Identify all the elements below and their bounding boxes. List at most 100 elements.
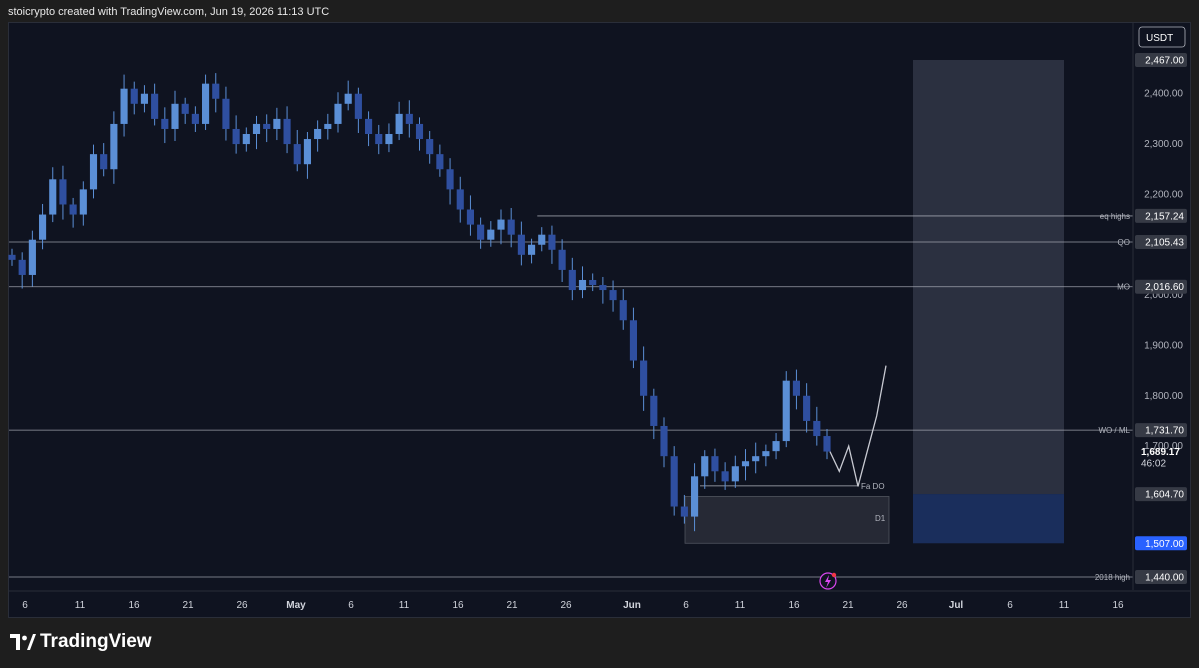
candle-body [263, 123, 271, 129]
countdown-label: 46:02 [1141, 459, 1166, 470]
candle-body [426, 139, 434, 155]
level-label: QO [1118, 238, 1130, 247]
candle-body [130, 88, 138, 104]
candle-body [120, 88, 128, 124]
candle-body [415, 123, 424, 140]
price-tag-label: 1,440.00 [1145, 573, 1184, 584]
candle-body [89, 154, 98, 190]
candle-body [660, 425, 668, 457]
candle-body [507, 219, 515, 235]
candle-body [731, 466, 739, 482]
price-tag [1135, 423, 1187, 438]
x-tick-label: 6 [22, 600, 28, 611]
level-label: 2018 high [1095, 573, 1130, 582]
candle-body [752, 456, 760, 462]
candle-body [222, 98, 230, 129]
zone-D1 [684, 496, 890, 544]
candle-body [497, 219, 505, 230]
x-tick-label: 16 [128, 600, 140, 611]
candle-body [375, 134, 383, 145]
candle-body [599, 285, 607, 291]
x-tick-label: 6 [348, 600, 354, 611]
candle-body [436, 154, 444, 170]
candle-body [59, 179, 67, 205]
candle-body [456, 189, 464, 210]
candle-body [354, 93, 362, 119]
price-tag [1135, 487, 1187, 502]
zone-stop [913, 494, 1064, 544]
x-tick-label: 6 [683, 600, 689, 611]
tradingview-logo-icon [10, 634, 36, 655]
candle-body [446, 169, 454, 190]
candle-body [8, 254, 16, 260]
candle-body [578, 279, 587, 291]
y-tick-label: 2,400.00 [1144, 89, 1183, 100]
candle-body [28, 239, 36, 275]
candle-body [344, 93, 352, 104]
price-tag [1135, 536, 1187, 551]
annotation-label: D1 [875, 514, 886, 523]
candle-body [813, 420, 821, 437]
candle-body [314, 128, 322, 140]
candle-body [110, 123, 118, 170]
candle-body [517, 234, 525, 255]
candle-body [589, 279, 597, 286]
candle-body [823, 436, 831, 452]
candle-body [670, 456, 678, 507]
candle-body [79, 189, 87, 215]
candle-body [283, 118, 291, 145]
x-tick-label: 21 [506, 600, 518, 611]
candle-body [252, 123, 261, 135]
candle-body [762, 451, 770, 457]
candle-body [151, 93, 159, 119]
currency-button[interactable] [1138, 26, 1186, 48]
candle-body [527, 244, 536, 255]
y-tick-label: 1,900.00 [1144, 340, 1183, 351]
current-price-label: 1,689.17 [1141, 447, 1180, 458]
candle-body [100, 154, 108, 170]
level-label: WO / ML [1098, 426, 1130, 435]
candle-body [680, 506, 688, 517]
brand-name: TradingView [40, 631, 152, 652]
x-tick-label: 11 [1059, 600, 1070, 611]
candle-body [273, 118, 281, 129]
y-tick-label: 1,700.00 [1144, 441, 1183, 452]
x-tick-label: 16 [788, 600, 800, 611]
price-tag [1135, 235, 1187, 250]
x-tick-label: 6 [1007, 600, 1013, 611]
x-tick-label: 26 [236, 600, 248, 611]
price-tag-label: 2,016.60 [1145, 282, 1184, 293]
candle-body [69, 204, 77, 215]
x-tick-label: 11 [399, 600, 410, 611]
candle-body [232, 128, 240, 145]
candle-body [548, 234, 556, 250]
x-tick-label: 16 [1112, 600, 1124, 611]
candle-body [293, 144, 301, 165]
currency-label: USDT [1146, 33, 1173, 44]
candle-body [201, 83, 210, 124]
y-tick-label: 2,000.00 [1144, 290, 1183, 301]
price-tag [1135, 53, 1187, 67]
candle-body [385, 134, 393, 145]
candle-body [212, 83, 220, 99]
notification-dot [831, 572, 837, 578]
candle-body [741, 461, 750, 467]
candle-body [772, 441, 780, 452]
level-label: eq highs [1100, 212, 1130, 221]
price-tag-label: 1,507.00 [1145, 539, 1184, 550]
candle-body [477, 224, 485, 240]
x-tick-label: 26 [896, 600, 908, 611]
price-tag-label: 1,731.70 [1145, 426, 1184, 437]
x-tick-label: 26 [560, 600, 572, 611]
candle-body [324, 123, 332, 129]
candle-body [364, 118, 373, 135]
candle-body [181, 103, 189, 114]
zone-target [913, 60, 1064, 495]
lightning-icon [825, 575, 831, 588]
candle-body [721, 471, 729, 482]
candle-body [558, 249, 566, 270]
candle-body [782, 380, 790, 442]
price-tag [1135, 208, 1187, 223]
y-tick-label: 2,300.00 [1144, 139, 1183, 150]
